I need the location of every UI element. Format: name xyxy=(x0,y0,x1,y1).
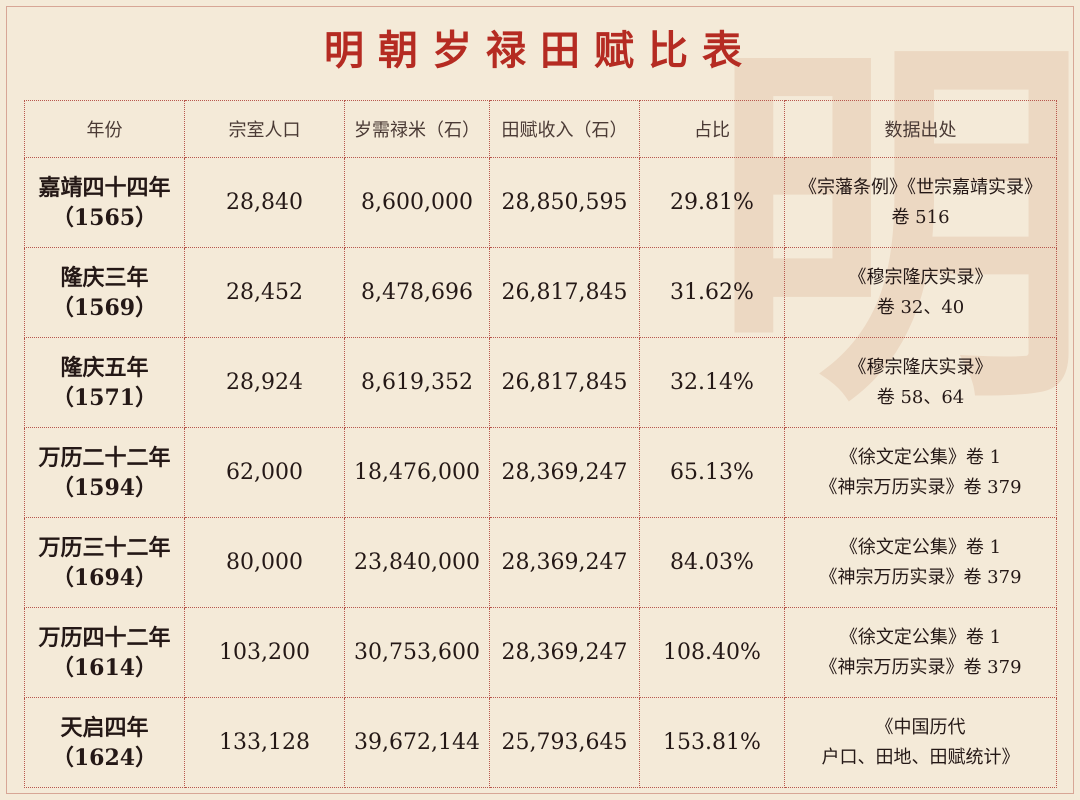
table-row: 隆庆三年 （1569） 28,452 8,478,696 26,817,845 3… xyxy=(24,247,1057,338)
tax-cell: 28,850,595 xyxy=(489,157,640,248)
source-cell: 《中国历代户口、田地、田赋统计》 xyxy=(784,697,1057,788)
source-line: 《徐文定公集》卷 1 xyxy=(839,536,1002,558)
year-ad: （1614） xyxy=(51,654,158,681)
population-cell: 28,840 xyxy=(184,157,345,248)
year-ad: （1624） xyxy=(51,744,158,771)
stipend-cell: 23,840,000 xyxy=(344,517,490,608)
year-name: 隆庆三年 xyxy=(60,264,149,291)
source-line: 《神宗万历实录》卷 379 xyxy=(819,476,1022,498)
table-header-row: 年份 宗室人口 岁需禄米（石） 田赋收入（石） 占比 数据出处 xyxy=(24,100,1057,158)
year-name: 嘉靖四十四年 xyxy=(38,174,171,201)
column-header-ratio: 占比 xyxy=(639,100,785,158)
year-name: 万历四十二年 xyxy=(38,624,171,651)
year-cell: 天启四年 （1624） xyxy=(24,697,185,788)
source-line: 《徐文定公集》卷 1 xyxy=(839,626,1002,648)
stipend-cell: 8,478,696 xyxy=(344,247,490,338)
source-line: 卷 32、40 xyxy=(876,296,965,318)
tax-cell: 28,369,247 xyxy=(489,607,640,698)
year-ad: （1569） xyxy=(51,294,158,321)
tax-cell: 28,369,247 xyxy=(489,517,640,608)
ratio-cell: 153.81% xyxy=(639,697,785,788)
source-line: 《神宗万历实录》卷 379 xyxy=(819,566,1022,588)
source-line: 卷 516 xyxy=(891,206,950,228)
stipend-cell: 18,476,000 xyxy=(344,427,490,518)
year-cell: 隆庆三年 （1569） xyxy=(24,247,185,338)
ratio-cell: 108.40% xyxy=(639,607,785,698)
source-line: 《神宗万历实录》卷 379 xyxy=(819,656,1022,678)
population-cell: 133,128 xyxy=(184,697,345,788)
year-ad: （1571） xyxy=(51,384,158,411)
source-line: 《中国历代 xyxy=(875,716,966,738)
population-cell: 103,200 xyxy=(184,607,345,698)
table-row: 万历四十二年 （1614） 103,200 30,753,600 28,369,2… xyxy=(24,607,1057,698)
year-name: 隆庆五年 xyxy=(60,354,149,381)
year-ad: （1694） xyxy=(51,564,158,591)
column-header-tax: 田赋收入（石） xyxy=(489,100,640,158)
year-name: 万历二十二年 xyxy=(38,444,171,471)
source-line: 《徐文定公集》卷 1 xyxy=(839,446,1002,468)
stipend-cell: 30,753,600 xyxy=(344,607,490,698)
stipend-cell: 39,672,144 xyxy=(344,697,490,788)
tax-cell: 26,817,845 xyxy=(489,337,640,428)
year-cell: 万历四十二年 （1614） xyxy=(24,607,185,698)
source-cell: 《穆宗隆庆实录》卷 58、64 xyxy=(784,337,1057,428)
tax-cell: 26,817,845 xyxy=(489,247,640,338)
page-title: 明朝岁禄田赋比表 xyxy=(324,27,756,74)
year-name: 万历三十二年 xyxy=(38,534,171,561)
population-cell: 28,924 xyxy=(184,337,345,428)
year-ad: （1594） xyxy=(51,474,158,501)
column-header-year: 年份 xyxy=(24,100,185,158)
source-cell: 《徐文定公集》卷 1 《神宗万历实录》卷 379 xyxy=(784,427,1057,518)
tax-cell: 28,369,247 xyxy=(489,427,640,518)
column-header-source: 数据出处 xyxy=(784,100,1057,158)
source-cell: 《宗藩条例》《世宗嘉靖实录》卷 516 xyxy=(784,157,1057,248)
source-line: 《穆宗隆庆实录》 xyxy=(848,266,993,288)
tax-cell: 25,793,645 xyxy=(489,697,640,788)
year-cell: 嘉靖四十四年 （1565） xyxy=(24,157,185,248)
year-cell: 隆庆五年 （1571） xyxy=(24,337,185,428)
column-header-stipend: 岁需禄米（石） xyxy=(344,100,490,158)
column-header-population: 宗室人口 xyxy=(184,100,345,158)
source-line: 卷 58、64 xyxy=(876,386,965,408)
table-row: 天启四年 （1624） 133,128 39,672,144 25,793,645… xyxy=(24,697,1057,788)
source-line: 《宗藩条例》《世宗嘉靖实录》 xyxy=(799,176,1042,198)
stipend-tax-table: 年份 宗室人口 岁需禄米（石） 田赋收入（石） 占比 数据出处 嘉靖四十四年 （1… xyxy=(24,100,1057,788)
population-cell: 80,000 xyxy=(184,517,345,608)
table-row: 嘉靖四十四年 （1565） 28,840 8,600,000 28,850,595… xyxy=(24,157,1057,248)
ratio-cell: 31.62% xyxy=(639,247,785,338)
ratio-cell: 29.81% xyxy=(639,157,785,248)
source-cell: 《徐文定公集》卷 1 《神宗万历实录》卷 379 xyxy=(784,607,1057,698)
population-cell: 28,452 xyxy=(184,247,345,338)
stipend-cell: 8,600,000 xyxy=(344,157,490,248)
table-row: 隆庆五年 （1571） 28,924 8,619,352 26,817,845 3… xyxy=(24,337,1057,428)
population-cell: 62,000 xyxy=(184,427,345,518)
source-cell: 《穆宗隆庆实录》卷 32、40 xyxy=(784,247,1057,338)
source-cell: 《徐文定公集》卷 1 《神宗万历实录》卷 379 xyxy=(784,517,1057,608)
stipend-cell: 8,619,352 xyxy=(344,337,490,428)
year-name: 天启四年 xyxy=(60,714,149,741)
table-row: 万历三十二年 （1694） 80,000 23,840,000 28,369,24… xyxy=(24,517,1057,608)
year-ad: （1565） xyxy=(51,204,158,231)
year-cell: 万历二十二年 （1594） xyxy=(24,427,185,518)
ratio-cell: 84.03% xyxy=(639,517,785,608)
table-row: 万历二十二年 （1594） 62,000 18,476,000 28,369,24… xyxy=(24,427,1057,518)
source-line: 《穆宗隆庆实录》 xyxy=(848,356,993,378)
ratio-cell: 65.13% xyxy=(639,427,785,518)
year-cell: 万历三十二年 （1694） xyxy=(24,517,185,608)
source-line: 户口、田地、田赋统计》 xyxy=(821,746,1020,768)
ratio-cell: 32.14% xyxy=(639,337,785,428)
